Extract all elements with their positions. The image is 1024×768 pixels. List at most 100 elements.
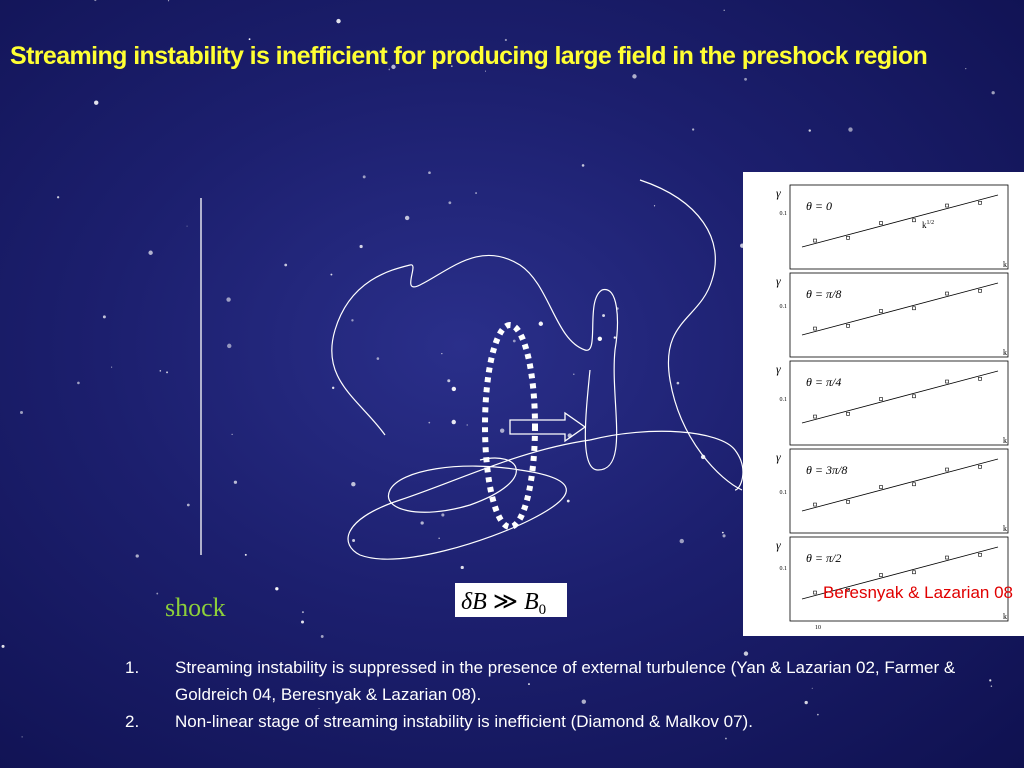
star — [391, 64, 396, 70]
dotted-ellipse — [482, 322, 538, 530]
point — [813, 326, 817, 331]
point — [846, 323, 850, 328]
point — [813, 238, 817, 243]
star — [448, 201, 452, 205]
list-text: Non-linear stage of streaming instabilit… — [175, 712, 753, 731]
star — [77, 381, 80, 385]
star — [428, 421, 431, 424]
star — [743, 651, 749, 656]
y-tick: 0.1 — [780, 211, 788, 217]
point — [879, 309, 883, 313]
star — [808, 129, 811, 132]
star — [676, 381, 680, 385]
star — [450, 65, 453, 68]
star — [990, 685, 993, 687]
star — [148, 250, 153, 255]
point — [813, 414, 817, 419]
fit-line — [801, 282, 999, 336]
star — [159, 370, 162, 372]
point — [978, 376, 982, 381]
point — [912, 218, 916, 223]
star — [441, 352, 443, 355]
star — [111, 366, 113, 368]
star — [331, 386, 335, 390]
star — [388, 68, 391, 71]
star — [632, 74, 637, 79]
arrow — [509, 411, 587, 443]
star — [581, 699, 587, 704]
star — [1, 644, 5, 648]
star — [94, 0, 97, 2]
star — [451, 386, 457, 392]
plot-frame — [789, 184, 1009, 270]
point — [978, 288, 982, 293]
star — [320, 635, 324, 638]
star — [21, 736, 23, 738]
star — [722, 534, 726, 538]
star — [466, 424, 468, 426]
x-label: k — [1003, 260, 1007, 269]
star — [102, 315, 106, 319]
field-lines — [331, 179, 744, 560]
point — [945, 379, 949, 384]
x-label: k — [1003, 348, 1007, 357]
star — [284, 263, 288, 267]
star — [351, 481, 356, 487]
y-tick: 0.1 — [780, 397, 788, 403]
star — [573, 373, 575, 375]
formula-subscript: 0 — [539, 602, 547, 618]
panel-label: θ = 0 — [806, 199, 832, 213]
star — [56, 196, 60, 199]
star — [447, 379, 451, 383]
annotation-base: k — [922, 220, 927, 230]
star — [19, 410, 24, 415]
star — [475, 192, 477, 194]
star — [362, 175, 366, 179]
star — [186, 503, 190, 507]
fit-line — [801, 194, 999, 248]
star — [602, 314, 606, 317]
annotation: k1/2 — [922, 220, 934, 230]
star — [566, 499, 570, 503]
formula-relation: ≫ — [493, 589, 518, 615]
star — [167, 0, 170, 2]
star — [420, 521, 424, 525]
star — [84, 51, 86, 54]
star — [186, 225, 188, 227]
star — [330, 273, 333, 276]
star — [359, 244, 363, 249]
star — [441, 513, 445, 517]
star — [233, 480, 238, 484]
star — [156, 592, 159, 595]
y-tick: 0.1 — [780, 566, 788, 572]
list-text: Streaming instability is suppressed in t… — [175, 658, 956, 704]
fit-line — [801, 370, 999, 424]
star — [275, 587, 279, 591]
star — [725, 737, 727, 740]
star — [351, 319, 354, 322]
star — [538, 321, 544, 326]
panel-label: θ = 3π/8 — [806, 463, 847, 477]
star — [451, 419, 456, 425]
shock-label: shock — [165, 593, 226, 622]
star — [692, 128, 695, 131]
list-item: 2. Non-linear stage of streaming instabil… — [125, 708, 1020, 735]
x-tick: 10 — [815, 625, 821, 631]
star — [653, 205, 656, 207]
star — [613, 336, 616, 339]
star — [965, 68, 967, 70]
star — [811, 687, 813, 689]
star — [438, 537, 440, 539]
y-label: γ — [776, 274, 781, 288]
star — [318, 708, 320, 710]
point — [879, 573, 883, 577]
y-label: γ — [776, 362, 781, 376]
point — [846, 499, 850, 504]
star — [804, 700, 808, 705]
point — [879, 485, 883, 489]
point — [879, 397, 883, 401]
slide-title: Streaming instability is inefficient for… — [10, 42, 928, 70]
y-label: γ — [776, 450, 781, 464]
star — [581, 164, 585, 167]
